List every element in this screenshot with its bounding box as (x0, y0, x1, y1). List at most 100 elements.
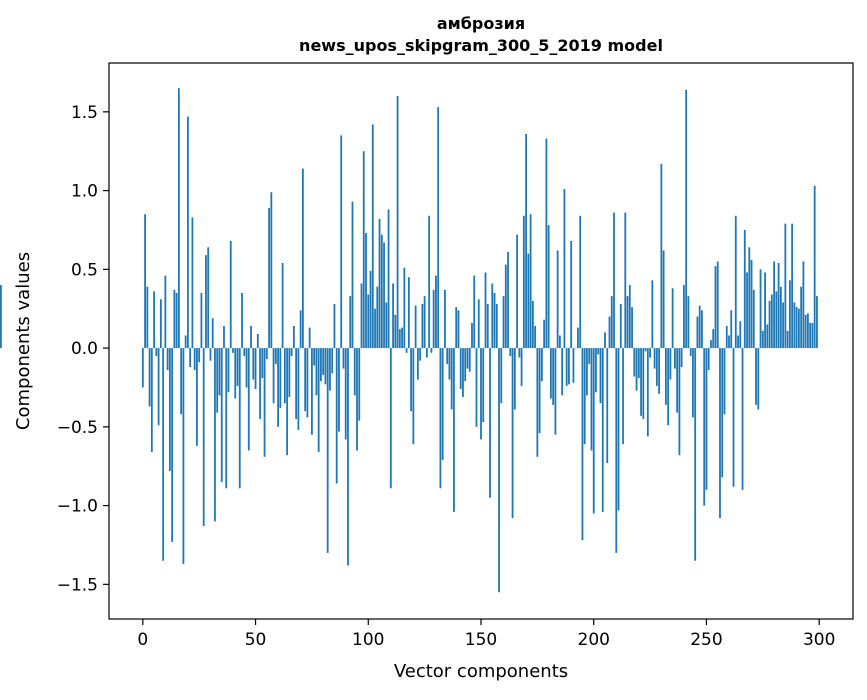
bar (611, 296, 613, 348)
bar (288, 348, 290, 397)
bar (566, 348, 568, 386)
bar (557, 250, 559, 348)
bar (392, 284, 394, 349)
bar (388, 209, 390, 348)
bar (309, 328, 311, 348)
bar (719, 348, 721, 518)
bar (656, 348, 658, 386)
bar (453, 348, 455, 512)
bar (401, 328, 403, 348)
bar (721, 348, 723, 477)
bar (169, 348, 171, 471)
bar (620, 304, 622, 348)
bar (232, 348, 234, 353)
bar (313, 348, 315, 365)
bar (703, 348, 705, 506)
bar (196, 348, 198, 446)
bar (270, 192, 272, 348)
y-tick-label: −0.5 (57, 418, 98, 438)
bar (336, 348, 338, 483)
bar (561, 348, 563, 395)
bar (660, 164, 662, 348)
bar (618, 348, 620, 510)
bar (282, 263, 284, 348)
bar (203, 348, 205, 526)
bar (201, 293, 203, 348)
chart-title: амброзия (437, 14, 525, 33)
bar (597, 348, 599, 354)
bar (397, 96, 399, 348)
bar (579, 216, 581, 348)
bar (771, 295, 773, 349)
bar (183, 348, 185, 564)
bar (428, 216, 430, 348)
bar (322, 348, 324, 375)
bar (171, 348, 173, 542)
bar (690, 348, 692, 356)
bar (210, 348, 212, 361)
bar (462, 348, 464, 397)
bar (654, 348, 656, 368)
bar (755, 348, 757, 405)
bar (787, 331, 789, 348)
bar (207, 247, 209, 348)
bars-group (0, 88, 818, 592)
bar (415, 306, 417, 349)
bar (334, 304, 336, 348)
bar (187, 117, 189, 349)
bar (516, 235, 518, 348)
bar (327, 348, 329, 553)
bar (552, 348, 554, 405)
bar (809, 323, 811, 348)
bar (798, 309, 800, 348)
bar (164, 276, 166, 348)
bar (615, 348, 617, 553)
bar (408, 277, 410, 348)
bar (214, 348, 216, 521)
x-axis-label: Vector components (394, 661, 568, 682)
bar (331, 348, 333, 373)
bar (491, 284, 493, 349)
bar (252, 348, 254, 380)
bar (485, 272, 487, 348)
bar (471, 323, 473, 348)
bar (230, 241, 232, 348)
bar (356, 348, 358, 450)
bar (658, 348, 660, 394)
bar (591, 348, 593, 450)
bar (142, 348, 144, 387)
bar (793, 302, 795, 348)
bar (372, 124, 374, 348)
bar (228, 348, 230, 392)
bar (710, 340, 712, 348)
bar (374, 309, 376, 348)
bar (764, 272, 766, 348)
bar (426, 348, 428, 357)
bar (773, 261, 775, 348)
bar (167, 348, 169, 370)
bar (473, 276, 475, 348)
bar (744, 230, 746, 348)
bar (144, 214, 146, 348)
bar (584, 348, 586, 444)
bar (550, 348, 552, 398)
bar (730, 310, 732, 348)
x-tick-label: 100 (352, 630, 384, 650)
bar (352, 202, 354, 348)
bar (189, 348, 191, 367)
bar (514, 348, 516, 409)
bar (694, 348, 696, 561)
bar (275, 348, 277, 364)
bar (487, 304, 489, 348)
bar (724, 348, 726, 414)
bar (300, 310, 302, 348)
bar (555, 348, 557, 435)
bar (316, 348, 318, 395)
bar (162, 348, 164, 561)
bar (688, 296, 690, 348)
bar (651, 280, 653, 348)
bar (476, 348, 478, 427)
y-tick-label: 1.5 (71, 103, 98, 123)
bar (507, 252, 509, 348)
